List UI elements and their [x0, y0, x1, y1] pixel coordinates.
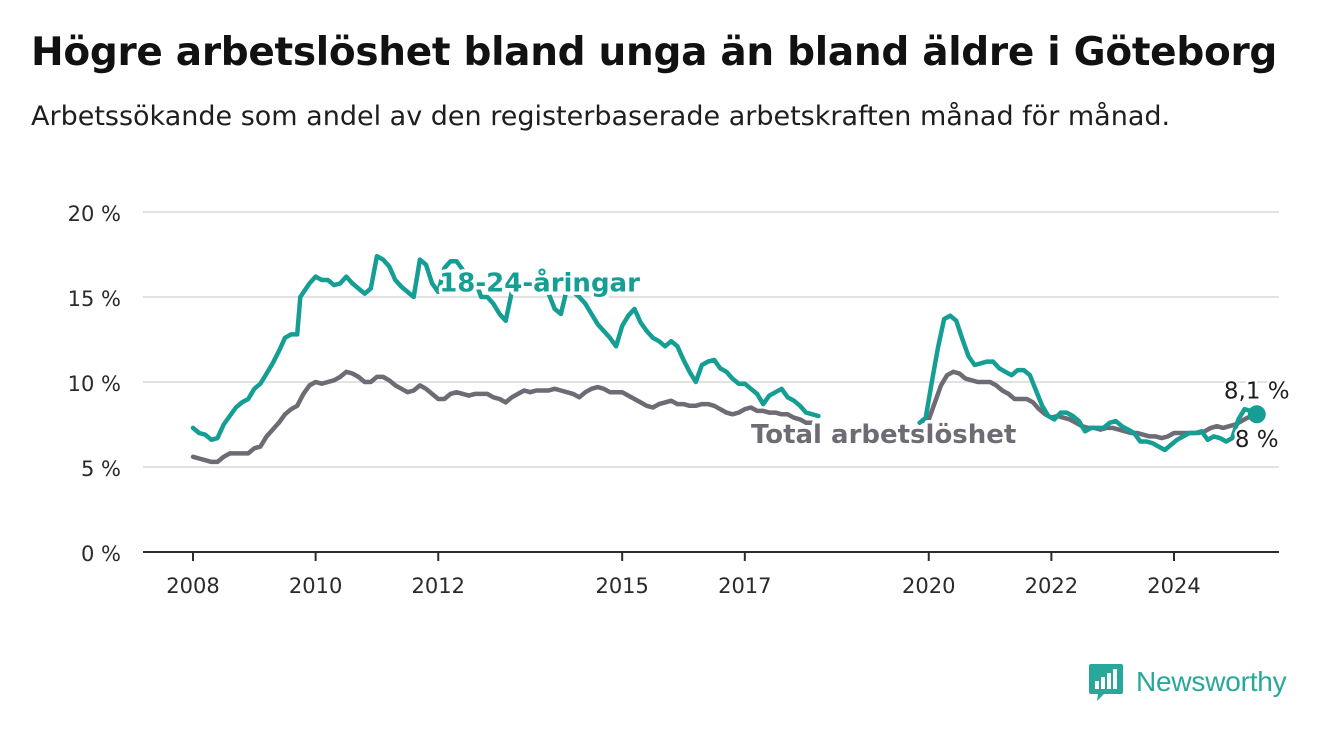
x-tick-label: 2008 [166, 574, 219, 598]
y-tick-label: 10 % [68, 372, 121, 396]
y-axis-ticks: 0 % 5 % 10 % 15 % 20 % [68, 202, 121, 566]
end-label-youth: 8,1 % [1224, 378, 1290, 404]
grid-lines [143, 211, 1279, 553]
y-tick-label: 5 % [81, 457, 121, 481]
x-tick-label: 2015 [595, 574, 648, 598]
x-tick-label: 2022 [1025, 574, 1078, 598]
x-tick-label: 2012 [412, 574, 465, 598]
x-tick-label: 2024 [1147, 574, 1200, 598]
newsworthy-logo: Newsworthy [1088, 660, 1287, 704]
series-label-youth: 18-24-åringar [439, 267, 640, 299]
x-tick-label: 2020 [902, 574, 955, 598]
series-lines [190, 253, 1260, 465]
newsworthy-brand-name: Newsworthy [1136, 666, 1287, 697]
series-line-youth [917, 313, 1260, 453]
series-label-total: Total arbetslöshet [751, 420, 1016, 450]
end-label-total: 8 % [1235, 427, 1279, 453]
x-tick-label: 2017 [718, 574, 771, 598]
series-labels: 18-24-åringar Total arbetslöshet 8,1 % 8 % [436, 263, 1292, 455]
series-line-total [190, 369, 821, 465]
end-marker-youth [1247, 405, 1266, 424]
y-tick-label: 0 % [81, 542, 121, 566]
x-axis-ticks: 2008 2010 2012 2015 2017 2020 2022 2024 [166, 552, 1201, 598]
newsworthy-logo-icon [1089, 664, 1123, 701]
chart-title: Högre arbetslöshet bland unga än bland ä… [31, 30, 1277, 75]
y-tick-label: 15 % [68, 287, 121, 311]
series-line-youth [190, 253, 821, 443]
x-tick-label: 2010 [289, 574, 342, 598]
chart-subtitle: Arbetssökande som andel av den registerb… [31, 101, 1171, 132]
y-tick-label: 20 % [68, 202, 121, 226]
